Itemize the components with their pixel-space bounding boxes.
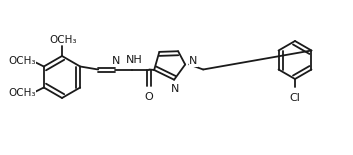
Text: OCH₃: OCH₃ — [49, 35, 77, 45]
Text: Cl: Cl — [289, 93, 300, 103]
Text: O: O — [145, 91, 154, 102]
Text: OCH₃: OCH₃ — [8, 89, 36, 98]
Text: NH: NH — [126, 55, 143, 65]
Text: OCH₃: OCH₃ — [8, 55, 36, 66]
Text: N: N — [112, 55, 120, 66]
Text: N: N — [171, 84, 179, 94]
Text: N: N — [189, 57, 198, 66]
